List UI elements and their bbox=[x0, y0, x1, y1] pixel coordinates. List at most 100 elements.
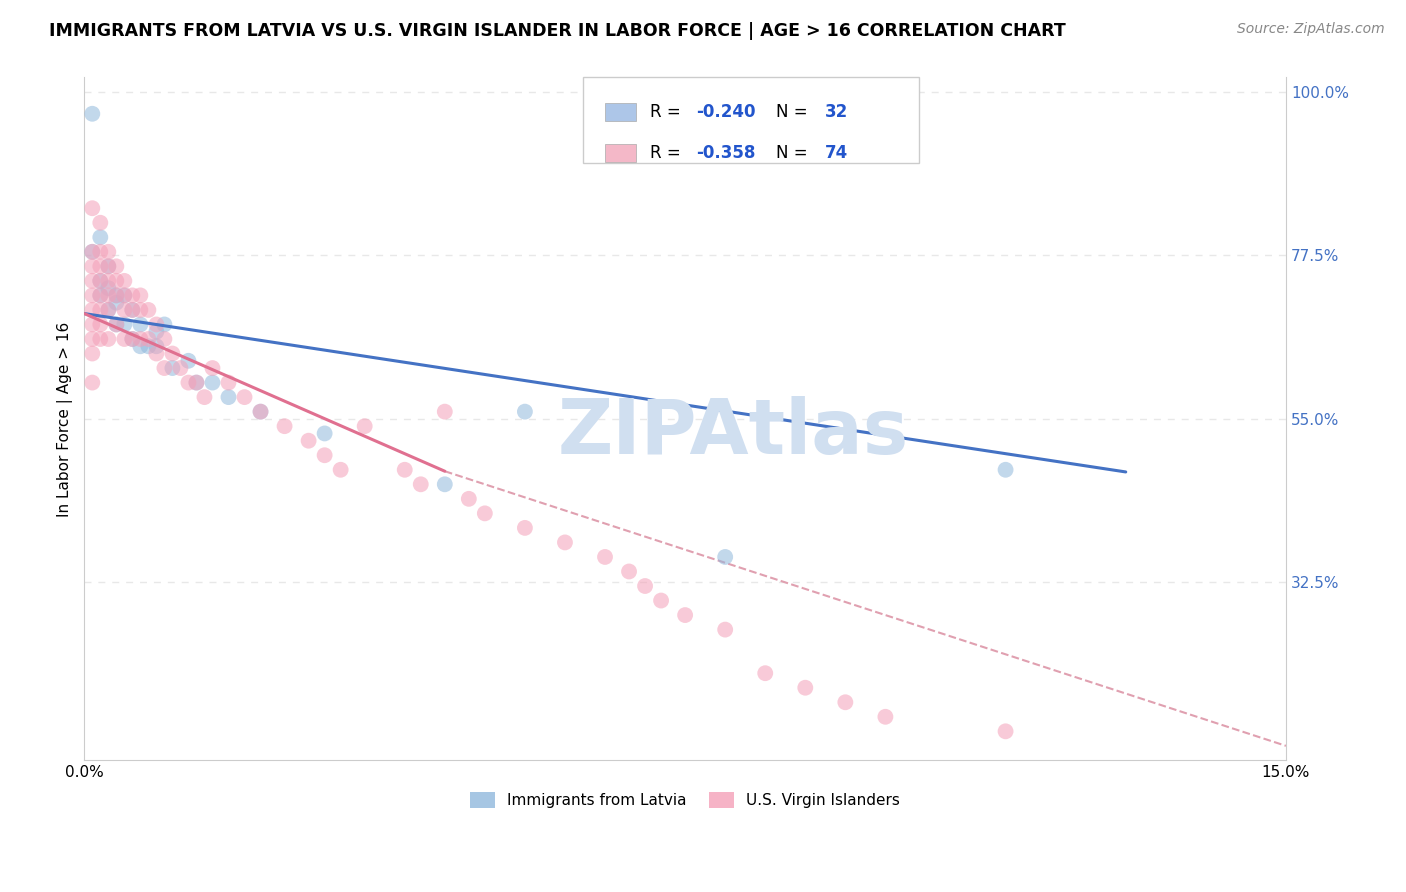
Point bbox=[82, 260, 104, 274]
Point bbox=[714, 623, 737, 637]
Point bbox=[153, 332, 176, 346]
Point bbox=[97, 274, 120, 288]
Point bbox=[353, 419, 375, 434]
Point bbox=[233, 390, 256, 404]
Point bbox=[121, 332, 143, 346]
Point bbox=[394, 463, 416, 477]
Point bbox=[89, 288, 111, 302]
Point bbox=[145, 325, 167, 339]
FancyBboxPatch shape bbox=[583, 78, 920, 163]
Point bbox=[129, 302, 152, 317]
Point bbox=[129, 339, 152, 353]
Point bbox=[89, 230, 111, 244]
Point bbox=[89, 302, 111, 317]
Point bbox=[105, 295, 128, 310]
Point bbox=[162, 361, 184, 376]
Point bbox=[474, 507, 496, 521]
Point bbox=[617, 565, 640, 579]
Point bbox=[218, 376, 240, 390]
Point bbox=[121, 332, 143, 346]
Point bbox=[112, 288, 135, 302]
Point bbox=[153, 361, 176, 376]
Point bbox=[153, 318, 176, 332]
Point bbox=[121, 302, 143, 317]
Point bbox=[634, 579, 657, 593]
Point bbox=[82, 318, 104, 332]
Point bbox=[97, 281, 120, 295]
Point bbox=[89, 318, 111, 332]
Point bbox=[145, 318, 167, 332]
Point bbox=[329, 463, 352, 477]
Point bbox=[105, 318, 128, 332]
Point bbox=[193, 390, 215, 404]
Y-axis label: In Labor Force | Age > 16: In Labor Force | Age > 16 bbox=[58, 321, 73, 516]
Point bbox=[97, 302, 120, 317]
Point bbox=[513, 404, 536, 418]
Point bbox=[121, 288, 143, 302]
Point bbox=[97, 288, 120, 302]
Point bbox=[112, 302, 135, 317]
Point bbox=[121, 302, 143, 317]
Point bbox=[82, 201, 104, 215]
Point bbox=[169, 361, 191, 376]
Point bbox=[186, 376, 208, 390]
FancyBboxPatch shape bbox=[605, 145, 636, 162]
Point bbox=[97, 244, 120, 259]
Point bbox=[162, 346, 184, 360]
Point bbox=[129, 318, 152, 332]
Point bbox=[82, 376, 104, 390]
Point bbox=[112, 288, 135, 302]
Point bbox=[249, 404, 271, 418]
Point bbox=[97, 260, 120, 274]
Point bbox=[89, 260, 111, 274]
Point bbox=[89, 332, 111, 346]
Point bbox=[794, 681, 817, 695]
Text: N =: N = bbox=[776, 145, 813, 162]
Point bbox=[112, 318, 135, 332]
Point bbox=[673, 608, 696, 623]
Legend: Immigrants from Latvia, U.S. Virgin Islanders: Immigrants from Latvia, U.S. Virgin Isla… bbox=[464, 786, 905, 814]
Point bbox=[138, 332, 160, 346]
Point bbox=[89, 274, 111, 288]
Point bbox=[201, 376, 224, 390]
Point bbox=[138, 302, 160, 317]
Text: -0.358: -0.358 bbox=[696, 145, 755, 162]
Point bbox=[145, 339, 167, 353]
Point bbox=[82, 302, 104, 317]
Text: Source: ZipAtlas.com: Source: ZipAtlas.com bbox=[1237, 22, 1385, 37]
Point bbox=[754, 666, 776, 681]
FancyBboxPatch shape bbox=[605, 103, 636, 121]
Point bbox=[177, 376, 200, 390]
Point bbox=[433, 477, 456, 491]
Point bbox=[105, 318, 128, 332]
Point bbox=[97, 302, 120, 317]
Point bbox=[97, 332, 120, 346]
Point bbox=[513, 521, 536, 535]
Point bbox=[297, 434, 319, 448]
Point bbox=[112, 332, 135, 346]
Point bbox=[105, 288, 128, 302]
Point bbox=[177, 353, 200, 368]
Text: ZIPAtlas: ZIPAtlas bbox=[558, 395, 908, 469]
Point bbox=[89, 244, 111, 259]
Point bbox=[105, 288, 128, 302]
Point bbox=[273, 419, 295, 434]
Point bbox=[186, 376, 208, 390]
Point bbox=[82, 332, 104, 346]
Text: R =: R = bbox=[651, 145, 686, 162]
Point bbox=[314, 448, 336, 462]
Point bbox=[105, 260, 128, 274]
Point bbox=[201, 361, 224, 376]
Point bbox=[994, 724, 1017, 739]
Point bbox=[875, 710, 897, 724]
Point bbox=[129, 332, 152, 346]
Point bbox=[89, 288, 111, 302]
Point bbox=[82, 288, 104, 302]
Point bbox=[105, 274, 128, 288]
Text: R =: R = bbox=[651, 103, 686, 121]
Point bbox=[218, 390, 240, 404]
Point bbox=[82, 244, 104, 259]
Point bbox=[82, 274, 104, 288]
Text: IMMIGRANTS FROM LATVIA VS U.S. VIRGIN ISLANDER IN LABOR FORCE | AGE > 16 CORRELA: IMMIGRANTS FROM LATVIA VS U.S. VIRGIN IS… bbox=[49, 22, 1066, 40]
Point bbox=[82, 107, 104, 121]
